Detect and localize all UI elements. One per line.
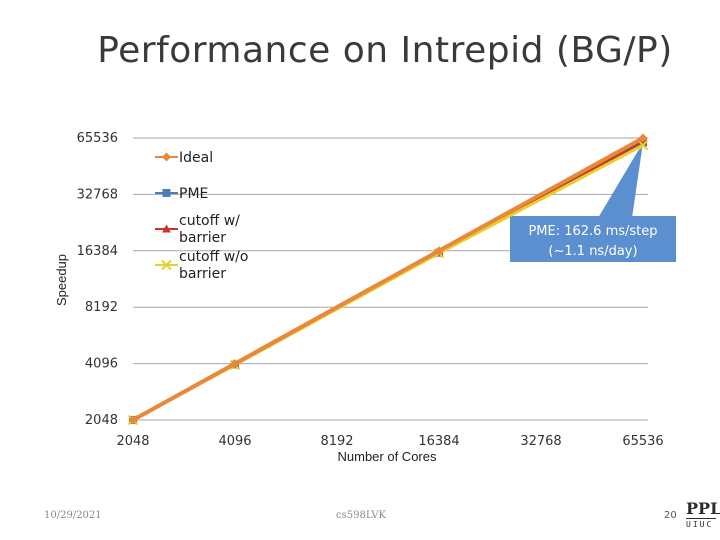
x-tick-label: 65536	[622, 434, 663, 449]
y-axis-label: Speedup	[54, 254, 69, 306]
legend-label-ideal: Ideal	[179, 150, 213, 166]
legend-marker-cutoff-w-o-barrier	[161, 259, 172, 271]
legend-marker-cutoff-w-barrier	[162, 224, 171, 233]
x-tick-label: 16384	[418, 434, 459, 449]
legend-marker-ideal	[162, 152, 171, 162]
y-tick-label: 16384	[77, 244, 118, 259]
chart-axes: 2048 4096 8192 16384 32768 65536 2048 4096 8192 1…	[77, 131, 664, 449]
legend-label-cutoff-w-o-barrier: cutoff w/o barrier	[179, 249, 248, 282]
ppl-logo: PPL UIUC	[686, 499, 720, 536]
x-tick-label: 8192	[320, 434, 353, 449]
y-tick-label: 2048	[85, 413, 118, 428]
x-tick-label: 2048	[116, 434, 149, 449]
series-point-ideal	[638, 133, 648, 143]
chart-gridlines	[133, 137, 648, 421]
series-point-ideal	[230, 359, 240, 369]
callout-pointer	[598, 142, 643, 218]
y-tick-label: 4096	[85, 357, 118, 372]
x-tick-label: 32768	[520, 434, 561, 449]
x-tick-label: 4096	[218, 434, 251, 449]
legend-label-pme: PME	[179, 186, 208, 202]
pme-callout: PME: 162.6 ms/step (~1.1 ns/day)	[510, 142, 676, 262]
logo-text-bottom: UIUC	[686, 520, 714, 529]
legend-label-cutoff-w-barrier: cutoff w/barrier	[179, 213, 240, 246]
callout-line-2: (~1.1 ns/day)	[548, 244, 637, 259]
series-line-ideal	[132, 136, 644, 422]
callout-box	[510, 216, 676, 262]
y-tick-label: 65536	[77, 131, 118, 146]
chart-series	[127, 133, 649, 426]
callout-line-1: PME: 162.6 ms/step	[528, 224, 657, 239]
footer-date: 10/29/2021	[44, 510, 102, 521]
y-tick-label: 32768	[77, 187, 118, 202]
y-tick-label: 8192	[85, 300, 118, 315]
series-point-cutoff-w-o-barrier	[637, 139, 649, 151]
slide-title: Performance on Intrepid (BG/P)	[97, 30, 673, 71]
footer-course: cs598LVK	[336, 510, 386, 521]
x-axis-label: Number of Cores	[338, 449, 437, 464]
logo-text-top: PPL	[686, 499, 720, 519]
series-point-ideal	[434, 246, 444, 256]
legend-marker-pme	[162, 189, 171, 197]
page-number: 20	[664, 510, 677, 521]
series-point-ideal	[128, 415, 138, 425]
